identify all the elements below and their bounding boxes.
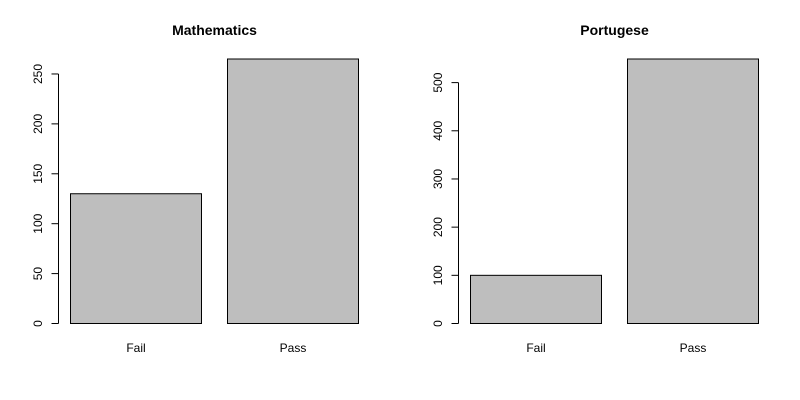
y-tick-label-portugese-300: 300 (431, 169, 445, 189)
category-label-portugese-fail: Fail (526, 341, 545, 355)
y-tick-label-mathematics-250: 250 (31, 64, 45, 84)
category-label-portugese-pass: Pass (680, 341, 707, 355)
chart-panel-mathematics: Mathematics Fail Pass 0 50 100 150 200 250 (31, 22, 359, 355)
y-tick-label-portugese-400: 400 (431, 120, 445, 140)
category-label-mathematics-fail: Fail (126, 341, 145, 355)
chart-plot-portugese: Fail Pass 0 100 200 300 400 500 (431, 58, 759, 355)
bar-portugese-pass (627, 58, 759, 324)
y-tick-label-mathematics-0: 0 (31, 320, 45, 327)
chart-title-mathematics: Mathematics (172, 22, 257, 38)
y-tick-label-portugese-100: 100 (431, 265, 445, 285)
bar-mathematics-pass (227, 58, 359, 324)
y-tick-label-mathematics-200: 200 (31, 114, 45, 134)
y-tick-label-portugese-500: 500 (431, 72, 445, 92)
bar-portugese-fail (470, 274, 602, 325)
y-tick-label-mathematics-50: 50 (31, 267, 45, 281)
chart-panel-portugese: Portugese Fail Pass 0 100 200 300 400 500 (431, 22, 759, 355)
chart-plot-mathematics: Fail Pass 0 50 100 150 200 250 (31, 58, 359, 355)
category-label-mathematics-pass: Pass (280, 341, 307, 355)
bar-mathematics-fail (70, 193, 202, 324)
chart-title-portugese: Portugese (580, 22, 649, 38)
y-tick-label-mathematics-100: 100 (31, 213, 45, 233)
y-tick-label-mathematics-150: 150 (31, 163, 45, 183)
y-tick-label-portugese-0: 0 (431, 320, 445, 327)
y-tick-label-portugese-200: 200 (431, 217, 445, 237)
